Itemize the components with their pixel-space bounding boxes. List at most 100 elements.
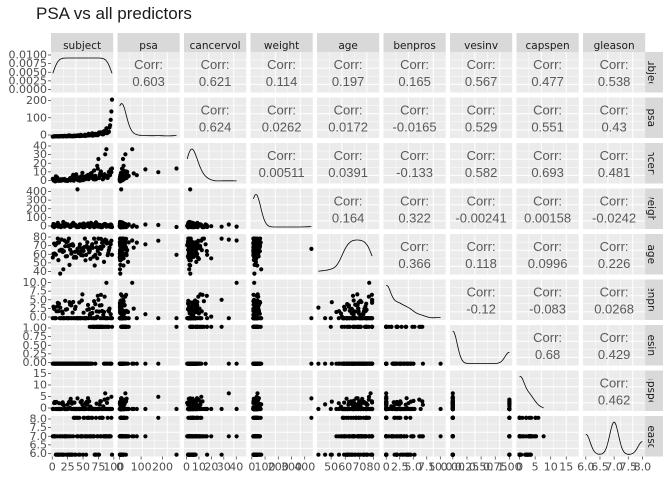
scatter-point [156, 316, 161, 321]
density-curve-benpros [386, 285, 441, 319]
scatter-point [259, 267, 264, 272]
scatter-point [86, 316, 91, 321]
corr-label: Corr: [400, 57, 429, 72]
scatter-point [73, 452, 78, 457]
corr-value: 0.0172 [328, 120, 368, 135]
scatter-point [401, 452, 406, 457]
scatter-point [226, 391, 231, 396]
scatter-point [174, 252, 179, 257]
x-tick-label: 0.00 [441, 461, 466, 474]
scatter-point [408, 452, 413, 457]
panel-age-age [317, 234, 380, 275]
column-strip-label: subject [63, 40, 101, 52]
scatter-point [339, 434, 344, 439]
scatter-point [97, 402, 102, 407]
scatter-point [347, 434, 352, 439]
scatter-point [356, 434, 361, 439]
density-curve-weight [253, 194, 312, 228]
scatter-point [405, 452, 411, 457]
column-strip-label: weight [264, 40, 299, 52]
scatter-point [384, 434, 389, 439]
scatter-point [120, 452, 126, 457]
y-tick-label: 10.0 [23, 276, 48, 289]
density-curve-psa [119, 103, 177, 137]
scatter-point [390, 361, 395, 366]
scatter-point [156, 170, 161, 175]
x-tick-label: 0.50 [469, 461, 494, 474]
row-strip-vesinv: vesinv [641, 325, 663, 366]
row-strip-capspen: capspen [641, 370, 663, 411]
panel-capspen-cancervol [184, 370, 247, 412]
corr-label: Corr: [533, 239, 562, 254]
scatter-point [450, 452, 455, 457]
scatter-point [362, 400, 367, 405]
scatter-point [253, 259, 258, 264]
scatter-point [124, 316, 129, 321]
panel-vesinv-vesinv [450, 325, 513, 366]
corr-value: 0.00158 [524, 211, 571, 226]
scatter-point [125, 309, 130, 314]
scatter-point [96, 452, 102, 457]
scatter-point [109, 238, 114, 243]
scatter-point [79, 298, 84, 303]
scatter-point [256, 294, 261, 299]
scatter-point [251, 297, 257, 302]
scatter-point [507, 415, 512, 420]
x-tick-label: 200 [268, 461, 289, 474]
scatter-point [53, 316, 59, 321]
panel-subject-vesinv: Corr: 0.567 [450, 52, 513, 93]
scatter-point [336, 401, 341, 406]
scatter-point [254, 316, 259, 321]
scatter-point [536, 415, 541, 420]
scatter-point [87, 399, 92, 404]
scatter-point [361, 406, 366, 412]
scatter-point [90, 245, 95, 250]
scatter-point [156, 222, 161, 228]
scatter-point [130, 238, 135, 243]
scatter-point [71, 299, 76, 305]
row-strip-psa: psa [641, 97, 663, 138]
corr-value: 0.0262 [262, 120, 302, 135]
scatter-point [125, 324, 130, 329]
scatter-point [256, 452, 262, 457]
scatter-point [70, 310, 75, 315]
scatter-point [251, 434, 256, 439]
y-tick-label: 80 [33, 231, 47, 244]
scatter-point [398, 415, 403, 420]
panel-vesinv-capspen: Corr: 0.68 [516, 325, 579, 366]
corr-value: -0.00241 [455, 211, 506, 226]
scatter-point [109, 166, 115, 171]
x-tick-label: 7.0 [605, 461, 623, 474]
scatter-point [125, 434, 130, 439]
x-tick-label: 50 [76, 461, 90, 474]
corr-value: 0.538 [598, 74, 631, 89]
panel-psa-age: Corr: 0.0172 [317, 97, 380, 138]
scatter-point [93, 240, 99, 245]
column-strip-label: capspen [526, 40, 570, 52]
panel-benpros-gleason: Corr: 0.0268 [583, 279, 646, 320]
scatter-point [95, 256, 100, 261]
scatter-point [438, 406, 443, 412]
scatter-point [75, 396, 80, 401]
scatter-point [156, 415, 161, 420]
scatter-point [390, 406, 395, 412]
scatter-point [143, 434, 148, 439]
scatter-point [328, 324, 333, 329]
x-tick-label: 7.5 [619, 461, 637, 474]
scatter-point [81, 248, 86, 253]
scatter-point [394, 434, 399, 439]
scatter-point [85, 240, 90, 245]
scatter-point [358, 324, 363, 329]
y-tick-label: 0 [40, 402, 47, 415]
y-tick-label: 200 [26, 202, 47, 215]
scatter-point [61, 403, 66, 408]
scatter-point [108, 434, 113, 439]
scatter-point [384, 415, 389, 420]
panel-subject-capspen: Corr: 0.477 [516, 52, 579, 93]
y-tick-label: 0.50 [23, 339, 48, 352]
scatter-point [252, 280, 257, 285]
y-tick-label: 2.5 [30, 302, 48, 315]
corr-value: 0.529 [465, 120, 498, 135]
y-tick-label: 70 [33, 239, 47, 252]
scatter-point [108, 242, 113, 247]
